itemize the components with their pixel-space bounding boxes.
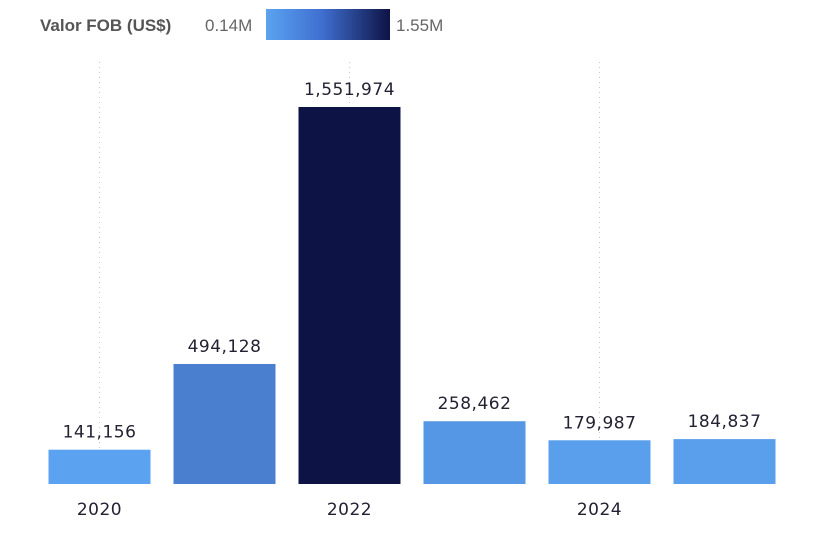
x-tick-label-2024: 2024 (577, 500, 622, 520)
legend-min-label: 0.14M (205, 16, 252, 35)
data-label-2024: 179,987 (563, 413, 637, 433)
x-tick-label-2022: 2022 (327, 500, 372, 520)
legend-title: Valor FOB (US$) (40, 16, 171, 35)
bar-2024[interactable] (548, 440, 651, 484)
bar-2022[interactable] (298, 107, 401, 484)
bar-2025[interactable] (673, 439, 776, 484)
legend-max-label: 1.55M (396, 16, 443, 35)
x-tick-label-2020: 2020 (77, 500, 122, 520)
bar-2020[interactable] (48, 449, 151, 484)
legend: Valor FOB (US$) 0.14M 1.55M (40, 9, 443, 40)
data-label-2020: 141,156 (63, 423, 137, 443)
bar-2021[interactable] (173, 363, 276, 484)
data-label-2022: 1,551,974 (304, 80, 395, 100)
data-label-2021: 494,128 (188, 337, 262, 357)
bars (48, 107, 776, 484)
data-label-2023: 258,462 (438, 394, 512, 414)
data-labels: 141,156 494,128 1,551,974 258,462 179,987 184… (63, 80, 762, 443)
data-label-2025: 184,837 (688, 412, 762, 432)
bar-2023[interactable] (423, 421, 526, 484)
x-axis: 2020 2022 2024 (77, 500, 622, 520)
legend-gradient-bar (266, 9, 390, 40)
